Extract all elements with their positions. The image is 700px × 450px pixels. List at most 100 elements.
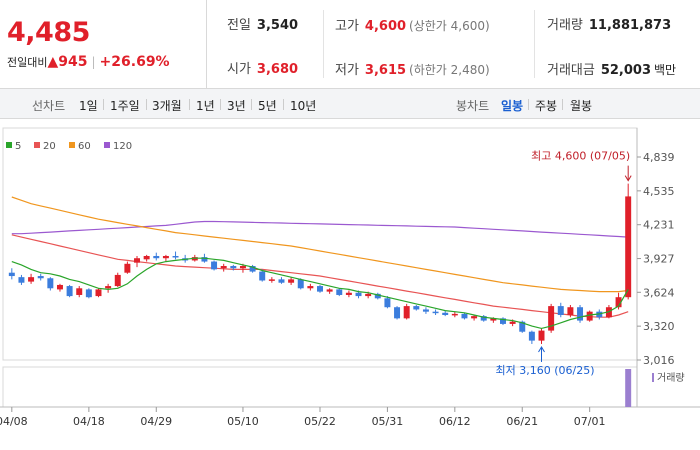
period-5y[interactable]: 5년 [258, 99, 277, 113]
change-percent: +26.69% [99, 54, 170, 70]
candle-body [326, 289, 333, 292]
candle-body [47, 278, 54, 289]
candle-body [153, 255, 160, 259]
y-tick-label: 4,839 [643, 151, 675, 164]
candle-body [509, 321, 516, 324]
current-price: 4,485 [7, 17, 90, 48]
candle-body [278, 279, 285, 283]
change-label: 전일대비 [7, 56, 48, 69]
candle-body [442, 312, 449, 316]
stat-low: 저가 3,615 (하한가 2,480) [335, 63, 490, 78]
legend-swatch [69, 142, 75, 148]
candle-body [66, 286, 73, 297]
candle-body [403, 306, 410, 319]
candle-body [288, 279, 295, 283]
x-tick-label: 04/18 [73, 415, 105, 428]
candle-body [220, 266, 227, 269]
line-chart-label: 선차트 [32, 99, 66, 113]
candle-body [345, 292, 352, 295]
candle-body [374, 293, 381, 299]
candle-body [422, 309, 429, 312]
stat-volume: 거래량 11,881,873 [547, 18, 672, 33]
candle-body [201, 257, 208, 262]
candle-body [577, 307, 584, 321]
candle-body [461, 313, 468, 319]
period-1y[interactable]: 1년 [196, 99, 215, 113]
volume-legend-swatch [652, 373, 654, 382]
candle-body [519, 321, 526, 332]
candle-body [85, 289, 92, 298]
candle-body [451, 313, 458, 316]
x-tick-label: 05/10 [227, 415, 259, 428]
y-tick-label: 3,320 [643, 320, 675, 333]
candle-body [413, 306, 420, 310]
x-tick-label: 04/29 [140, 415, 172, 428]
candle-body [230, 266, 237, 269]
period-3m[interactable]: 3개월 [152, 99, 182, 113]
volume-bar [625, 369, 632, 407]
candle-body [143, 255, 150, 260]
candle-body [211, 261, 218, 270]
legend-label: 120 [113, 141, 132, 152]
y-tick-label: 3,016 [643, 354, 675, 367]
candle-body [56, 284, 63, 290]
stat-amount: 거래대금 52,003 백만 [547, 63, 677, 78]
candle-body [394, 307, 401, 319]
ma60-line [11, 196, 629, 293]
x-tick-label: 05/22 [304, 415, 336, 428]
candle-body [538, 330, 545, 341]
plot-frame [2, 127, 638, 361]
period-1d[interactable]: 1일 [79, 99, 98, 113]
candle-body [355, 292, 362, 297]
candle-body [239, 266, 246, 269]
y-tick-label: 3,927 [643, 253, 675, 266]
price-chart: 4,839 4,535 4,231 3,927 3,624 3,320 3,016 04/08… [0, 120, 700, 450]
y-tick-label: 3,624 [643, 286, 675, 299]
candle-body [124, 263, 131, 273]
period-10y[interactable]: 10년 [290, 99, 317, 113]
candle-body [162, 255, 169, 259]
high-arrow-head [624, 175, 632, 182]
low-arrow-head [538, 345, 545, 353]
y-tick-label: 4,231 [643, 219, 675, 232]
candle-body [259, 271, 266, 281]
candle-body [8, 272, 15, 277]
candle-body [432, 311, 439, 314]
high-annotation: 최고 4,600 (07/05) [531, 150, 630, 163]
x-tick-label: 04/08 [0, 415, 28, 428]
x-tick-label: 07/01 [574, 415, 606, 428]
candle-body [336, 289, 343, 295]
x-tick-label: 05/31 [372, 415, 404, 428]
candle-body [480, 316, 487, 321]
low-annotation: 최저 3,160 (06/25) [496, 364, 595, 377]
candle-body [95, 289, 102, 297]
price-change: 전일대비▲945 | +26.69% [7, 54, 170, 70]
volume-frame [2, 366, 638, 408]
period-1w[interactable]: 1주일 [110, 99, 140, 113]
price-box: 4,485 전일대비▲945 | +26.69% [0, 0, 207, 88]
candle-body [134, 258, 141, 263]
ma5-line [11, 257, 629, 330]
stat-open: 시가 3,680 [227, 62, 299, 77]
change-value: 945 [58, 54, 88, 70]
period-3y[interactable]: 3년 [227, 99, 246, 113]
candle-weekly[interactable]: 주봉 [535, 99, 558, 113]
stat-prev-close: 전일 3,540 [227, 18, 299, 33]
candle-body [76, 288, 83, 295]
candle-body [567, 307, 574, 316]
candle-body [490, 318, 497, 321]
price-stats: 전일 3,540 고가 4,600 (상한가 4,600) 거래량 11,881,873… [207, 0, 700, 88]
candle-monthly[interactable]: 월봉 [570, 99, 593, 113]
chart-toolbar: 선차트 1일 1주일 3개월 1년 3년 5년 10년 봉차트 일봉 주봉 월봉 [0, 88, 700, 119]
candle-body [18, 277, 25, 283]
ma120-line [11, 220, 629, 238]
candle-body [317, 286, 323, 292]
candle-chart-label: 봉차트 [456, 99, 490, 113]
candle-body [268, 279, 275, 281]
candle-body [249, 266, 256, 272]
x-tick-label: 06/12 [439, 415, 471, 428]
ma20-line [11, 234, 629, 318]
candle-daily[interactable]: 일봉 [501, 99, 524, 113]
legend-swatch [6, 142, 12, 148]
